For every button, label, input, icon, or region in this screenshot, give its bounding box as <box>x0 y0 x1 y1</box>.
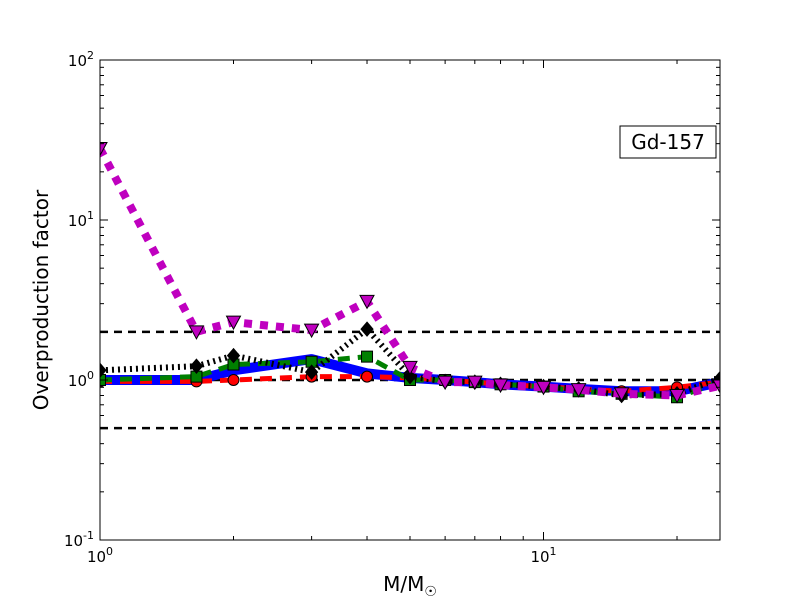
series-4-point <box>188 325 205 340</box>
y-tick-label-2: 101 <box>68 209 94 230</box>
series-1-point <box>227 374 240 386</box>
x-tick-label-1: 101 <box>530 545 556 566</box>
x-tick-label-0: 100 <box>87 545 113 566</box>
series-3-point <box>189 358 204 374</box>
series-layer <box>100 141 720 404</box>
series-1-point <box>361 370 374 383</box>
annotation-box: Gd-157 <box>619 125 717 159</box>
series-4-point <box>437 375 453 391</box>
plot-frame <box>99 59 721 541</box>
series-4-point <box>535 380 552 396</box>
annotation-frame <box>619 125 717 159</box>
series-4-point <box>669 389 685 404</box>
series-3-point <box>100 362 107 379</box>
y-tick-label-3: 102 <box>68 49 94 70</box>
series-4-point <box>303 323 320 339</box>
series-4-point <box>225 315 242 331</box>
series-4-line <box>100 146 720 400</box>
series-4-point <box>359 294 375 310</box>
series-4-point <box>570 383 587 398</box>
series-2-point <box>361 350 374 363</box>
series-4-point <box>100 141 108 157</box>
x-axis-label-main: M/M <box>383 572 424 596</box>
series-4-point <box>402 360 418 376</box>
series-3-point <box>403 368 417 385</box>
series-3-point <box>304 364 319 380</box>
x-axis-label-sub: ☉ <box>424 584 437 600</box>
series-4-point <box>712 379 720 394</box>
series-4-point <box>466 375 483 391</box>
series-3-point <box>226 347 241 364</box>
y-tick-label-0: 10-1 <box>64 529 94 550</box>
annotation-label: Gd-157 <box>631 130 705 154</box>
y-tick-label-1: 100 <box>68 369 94 390</box>
y-axis-label: Overproduction factor <box>29 189 53 410</box>
plot-area <box>100 60 720 540</box>
series-4-point <box>492 378 509 394</box>
x-axis-label: M/M☉ <box>383 572 437 600</box>
series-4-point <box>613 387 630 402</box>
series-3-point <box>360 321 374 337</box>
